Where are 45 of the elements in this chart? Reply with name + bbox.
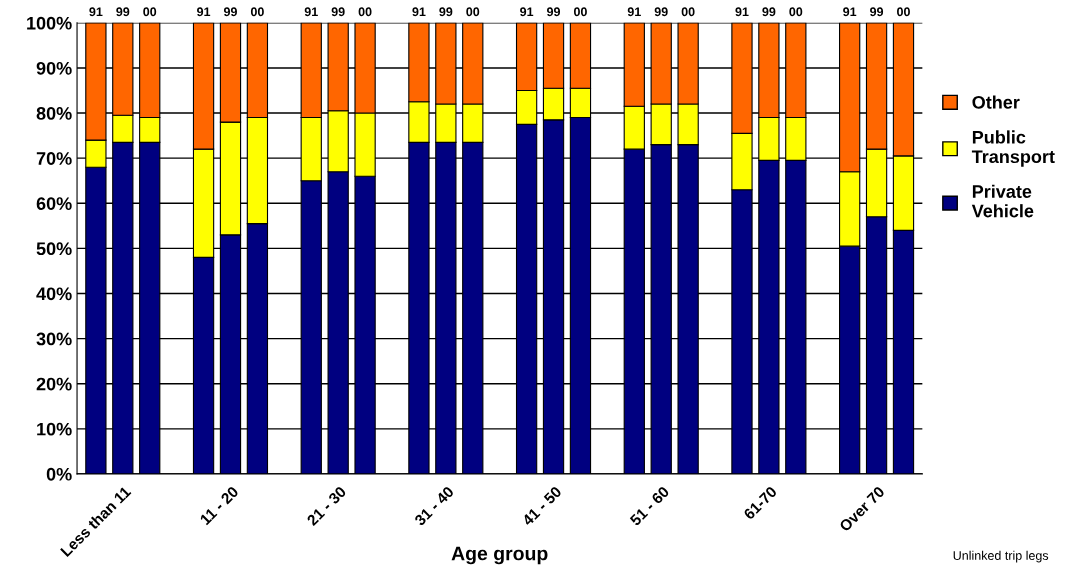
x-tick-label: 00: [358, 7, 372, 17]
x-tick-label: 99: [116, 7, 130, 17]
x-axis-title: Age group: [451, 546, 548, 565]
text: 11 - 20: [199, 485, 240, 526]
x-tick-label: 00: [573, 7, 587, 17]
x-tick-label: 00: [789, 7, 803, 17]
text: Unlinked trip legs: [953, 550, 1049, 563]
x-tick-label: 91: [412, 7, 426, 17]
x-tick-label: 99: [654, 7, 668, 17]
x-tick-label: 91: [735, 7, 749, 17]
y-tick-label: 20%: [36, 377, 72, 391]
legend-label: Private Vehicle: [971, 184, 1034, 218]
x-tick-label: 00: [250, 7, 264, 17]
text: 21 - 30: [306, 485, 347, 527]
x-tick-label: 91: [89, 7, 103, 17]
y-tick-label: 30%: [36, 332, 72, 346]
x-tick-label: 99: [870, 7, 884, 17]
y-tick-label: 100%: [27, 16, 72, 30]
x-tick-label: 99: [331, 7, 345, 17]
x-tick-label: 00: [897, 7, 910, 17]
y-tick-label: 70%: [36, 152, 72, 165]
text: 41 - 50: [521, 485, 563, 527]
x-tick-label: 00: [143, 7, 157, 17]
legend-label: Public Transport: [971, 130, 1055, 167]
x-tick-label: 00: [466, 7, 480, 17]
x-tick-label: 91: [197, 7, 211, 17]
y-tick-label: 80%: [36, 106, 72, 120]
y-tick-label: 60%: [36, 197, 72, 210]
y-tick-label: 40%: [36, 287, 72, 301]
y-tick-label: 90%: [36, 61, 72, 75]
text: 31 - 40: [413, 485, 455, 527]
x-tick-label: 99: [547, 7, 561, 17]
text: 51 - 60: [629, 485, 670, 527]
x-tick-label: 00: [681, 7, 695, 17]
x-tick-label: 91: [627, 7, 641, 17]
x-tick-label: 99: [439, 7, 453, 17]
y-tick-label: 10%: [37, 422, 72, 436]
x-tick-label: 91: [304, 7, 318, 17]
x-tick-label: 91: [520, 7, 534, 17]
x-tick-label: 91: [843, 7, 857, 17]
y-tick-label: 50%: [36, 242, 72, 256]
legend-label: Other: [972, 95, 1020, 109]
x-tick-label: 99: [223, 7, 237, 17]
y-tick-label: 0%: [46, 467, 72, 481]
x-tick-label: 99: [762, 7, 776, 17]
